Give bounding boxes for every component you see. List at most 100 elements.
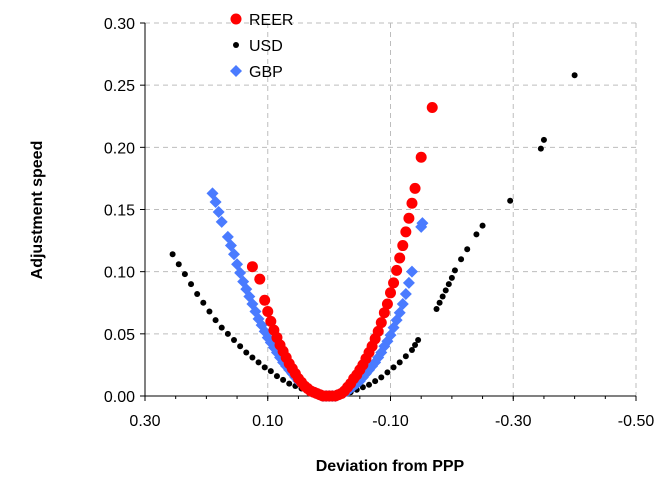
point-reer — [397, 240, 409, 252]
y-tick-labels: 0.00 0.05 0.10 0.15 0.20 0.25 0.30 — [104, 16, 135, 406]
point-reer — [394, 252, 406, 264]
point-usd — [224, 330, 231, 337]
point-reer — [391, 264, 403, 276]
point-usd — [255, 359, 262, 366]
point-usd — [188, 281, 195, 288]
point-usd — [439, 293, 446, 300]
data-points — [169, 72, 578, 402]
point-usd — [507, 197, 514, 204]
point-reer — [375, 317, 387, 329]
y-axis-title: Adjustment speed — [29, 141, 46, 280]
point-usd — [448, 274, 455, 281]
y-tick-label: 0.10 — [104, 265, 135, 282]
point-usd — [458, 256, 465, 263]
legend-marker-reer — [230, 13, 242, 25]
legend-label-usd: USD — [249, 38, 283, 55]
point-usd — [390, 364, 397, 371]
point-reer — [262, 305, 274, 317]
point-usd — [267, 368, 274, 375]
point-gbp — [399, 288, 412, 301]
x-tick-label: -0.30 — [495, 413, 532, 430]
point-reer — [265, 315, 277, 327]
point-reer — [259, 294, 271, 306]
point-reer — [409, 182, 421, 194]
x-tick-label: -0.50 — [618, 413, 655, 430]
legend: REER USD GBP — [230, 12, 293, 81]
point-reer — [246, 261, 258, 273]
point-usd — [537, 145, 544, 152]
point-usd — [286, 380, 293, 387]
point-reer — [381, 298, 393, 310]
point-reer — [385, 287, 396, 299]
point-reer — [372, 325, 384, 337]
point-usd — [451, 267, 458, 274]
point-usd — [194, 291, 201, 298]
x-axis-title: Deviation from PPP — [316, 458, 465, 475]
point-gbp — [212, 205, 225, 218]
point-reer — [254, 273, 266, 285]
point-usd — [442, 287, 449, 294]
point-usd — [243, 349, 250, 356]
point-usd — [436, 299, 443, 306]
axes — [140, 22, 637, 401]
point-usd — [412, 342, 419, 349]
point-usd — [175, 261, 182, 268]
point-usd — [540, 136, 547, 143]
point-reer — [403, 212, 415, 224]
point-usd — [479, 222, 486, 229]
point-usd — [464, 246, 471, 253]
point-usd — [378, 374, 385, 381]
point-usd — [261, 364, 268, 371]
point-reer — [426, 102, 438, 114]
point-gbp — [416, 217, 429, 230]
point-usd — [372, 378, 379, 385]
point-usd — [359, 384, 366, 391]
point-usd — [571, 72, 578, 79]
point-gbp — [402, 276, 415, 289]
point-usd — [249, 354, 256, 361]
point-usd — [396, 359, 403, 366]
x-tick-labels: 0.30 0.10 -0.10 -0.30 -0.50 — [129, 413, 654, 430]
point-usd — [402, 353, 409, 360]
point-reer — [378, 307, 390, 319]
point-usd — [181, 271, 188, 278]
point-usd — [433, 305, 440, 312]
point-usd — [200, 299, 207, 306]
point-usd — [415, 337, 422, 344]
legend-label-gbp: GBP — [249, 64, 283, 81]
y-tick-label: 0.30 — [104, 16, 135, 33]
point-reer — [400, 226, 412, 238]
point-usd — [218, 324, 225, 331]
point-gbp — [209, 196, 222, 209]
point-usd — [237, 343, 244, 350]
y-tick-label: 0.25 — [104, 78, 135, 95]
point-usd — [273, 373, 280, 380]
point-usd — [212, 317, 219, 324]
point-usd — [366, 381, 373, 388]
point-reer — [406, 197, 418, 209]
point-usd — [206, 308, 213, 315]
point-usd — [445, 281, 452, 288]
y-tick-label: 0.15 — [104, 203, 135, 220]
point-gbp — [215, 215, 228, 228]
point-usd — [230, 337, 237, 344]
point-usd — [280, 376, 287, 383]
x-tick-label: -0.10 — [372, 413, 409, 430]
point-gbp — [405, 265, 418, 278]
x-tick-label: 0.10 — [252, 413, 283, 430]
y-tick-label: 0.05 — [104, 327, 135, 344]
point-usd — [408, 346, 415, 353]
point-reer — [415, 151, 427, 163]
series-reer — [246, 102, 438, 402]
point-usd — [169, 251, 176, 258]
x-tick-label: 0.30 — [129, 413, 160, 430]
point-usd — [473, 231, 480, 238]
legend-marker-gbp — [230, 65, 242, 77]
legend-label-reer: REER — [249, 12, 293, 29]
point-usd — [384, 369, 391, 376]
y-tick-label: 0.20 — [104, 140, 135, 157]
point-reer — [388, 277, 400, 289]
point-gbp — [227, 248, 240, 261]
point-gbp — [396, 297, 409, 310]
